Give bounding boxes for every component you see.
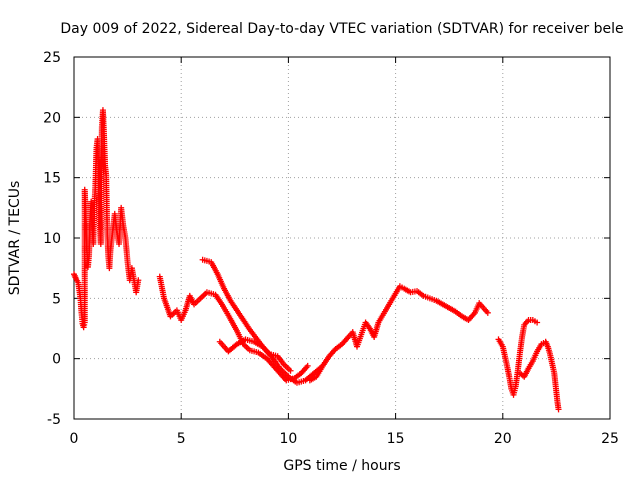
y-tick-label: 25	[43, 50, 61, 66]
data-point	[555, 406, 562, 413]
data-point	[534, 319, 541, 326]
x-tick-label: 25	[601, 431, 619, 447]
data-point	[135, 277, 142, 284]
y-tick-label: 10	[43, 231, 61, 247]
x-tick-label: 20	[494, 431, 512, 447]
x-tick-label: 15	[387, 431, 405, 447]
x-tick-label: 0	[70, 431, 79, 447]
data-point	[304, 362, 311, 369]
x-tick-label: 5	[177, 431, 186, 447]
y-axis-label: SDTVAR / TECUs	[7, 181, 23, 296]
x-axis-label: GPS time / hours	[283, 458, 400, 474]
y-tick-label: -5	[47, 412, 61, 428]
x-tick-label: 10	[279, 431, 297, 447]
y-tick-label: 15	[43, 171, 61, 187]
y-tick-label: 0	[52, 352, 61, 368]
grid-lines	[74, 57, 610, 419]
axis-ticks: 0 5 10 15 20 25 -5 0 5 10 15 20 25	[43, 50, 619, 447]
chart-title: Day 009 of 2022, Sidereal Day-to-day VTE…	[60, 21, 623, 37]
y-tick-label: 20	[43, 110, 61, 126]
data-points	[71, 107, 562, 413]
data-point	[484, 309, 491, 316]
data-point	[287, 367, 294, 374]
y-tick-label: 5	[52, 291, 61, 307]
